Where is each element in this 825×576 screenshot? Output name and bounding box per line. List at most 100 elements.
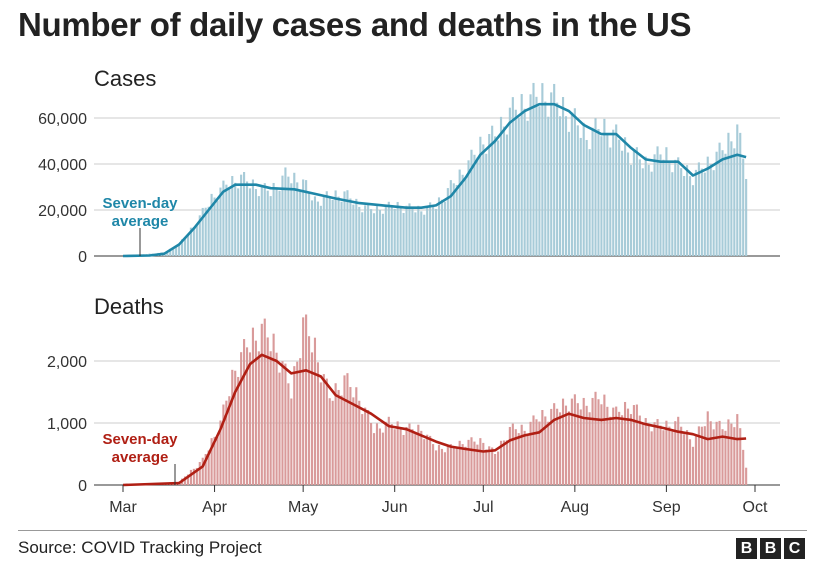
daily-bar (358, 400, 361, 485)
daily-bar (632, 405, 635, 485)
daily-bar (408, 423, 411, 485)
daily-bar (629, 414, 633, 485)
daily-bar (204, 454, 207, 485)
daily-bar (479, 438, 482, 485)
daily-bar (364, 205, 367, 256)
daily-bar (600, 404, 603, 485)
daily-bar (434, 208, 438, 256)
daily-bar (677, 416, 680, 485)
daily-bar (677, 157, 680, 256)
daily-bar (411, 429, 414, 485)
daily-bar (432, 444, 435, 485)
daily-bar (594, 391, 597, 485)
daily-bar (600, 136, 603, 256)
daily-bar (237, 188, 240, 256)
daily-bar (461, 174, 464, 256)
daily-bar (730, 141, 733, 256)
daily-bar (694, 434, 697, 485)
daily-bar (517, 118, 520, 256)
daily-bar (594, 118, 597, 256)
daily-bar (293, 366, 296, 485)
daily-bar (665, 420, 668, 485)
daily-bar (526, 120, 529, 256)
daily-bar (556, 408, 559, 485)
daily-bar (355, 198, 358, 256)
daily-bar (615, 406, 618, 485)
daily-bar (417, 205, 420, 256)
daily-bar (455, 184, 458, 256)
y-tick-label: 1,000 (47, 416, 87, 433)
daily-bar (423, 439, 426, 485)
daily-bar (319, 382, 322, 485)
daily-bar (201, 457, 204, 485)
daily-bar (579, 409, 582, 485)
daily-bar (198, 462, 201, 485)
daily-bar (727, 419, 730, 485)
x-tick-label: Oct (743, 499, 768, 516)
source-note: Source: COVID Tracking Project (18, 538, 262, 557)
daily-bar (485, 153, 488, 256)
daily-bar (635, 147, 638, 256)
daily-bar (626, 152, 630, 256)
daily-bar (390, 424, 393, 485)
daily-bar (390, 206, 393, 256)
daily-bar (482, 442, 485, 485)
daily-bar (355, 387, 358, 485)
y-tick-label: 0 (78, 249, 87, 266)
daily-bar (405, 426, 408, 485)
daily-bar (213, 197, 216, 256)
daily-bar (647, 164, 650, 256)
daily-bar (585, 405, 588, 485)
daily-bar (257, 196, 260, 256)
daily-bar (618, 139, 621, 256)
daily-bar (266, 190, 269, 256)
annotation-label: average (112, 449, 169, 466)
daily-bar (192, 468, 195, 485)
daily-bar (529, 94, 532, 256)
daily-bar (245, 181, 249, 256)
daily-bar (535, 419, 538, 485)
daily-bar (183, 237, 187, 256)
daily-bar (485, 449, 488, 485)
daily-bar (653, 154, 656, 256)
annotation-label: Seven-day (102, 431, 178, 448)
daily-bar (523, 108, 526, 256)
daily-bar (547, 116, 550, 256)
daily-bar (488, 446, 491, 485)
daily-bar (384, 205, 387, 256)
daily-bar (396, 201, 399, 256)
daily-bar (647, 425, 650, 485)
daily-bar (641, 168, 644, 256)
daily-bar (514, 109, 517, 256)
daily-bar (364, 407, 367, 485)
daily-bar (325, 378, 328, 485)
daily-bar (745, 467, 748, 485)
daily-bar (275, 187, 278, 256)
daily-bar (479, 136, 482, 256)
daily-bar (178, 244, 181, 256)
daily-bar (290, 398, 293, 485)
daily-bar (402, 212, 405, 256)
x-tick-label: Jul (473, 499, 493, 516)
daily-bar (269, 351, 272, 485)
daily-bar (626, 408, 630, 485)
daily-bar (296, 182, 299, 256)
daily-bar (296, 361, 299, 485)
daily-bar (272, 333, 275, 485)
daily-bar (245, 347, 249, 485)
daily-bar (621, 415, 624, 485)
daily-bar (207, 450, 210, 485)
daily-bar (499, 116, 503, 256)
daily-bar (476, 157, 479, 256)
daily-bar (426, 206, 429, 256)
daily-bar (393, 429, 396, 485)
daily-bar (517, 433, 520, 485)
daily-bar (248, 352, 252, 485)
daily-bar (606, 406, 609, 485)
daily-bar (257, 351, 260, 485)
daily-bar (712, 429, 715, 485)
bbc-logo-letter: C (784, 538, 805, 559)
daily-bar (715, 151, 718, 256)
